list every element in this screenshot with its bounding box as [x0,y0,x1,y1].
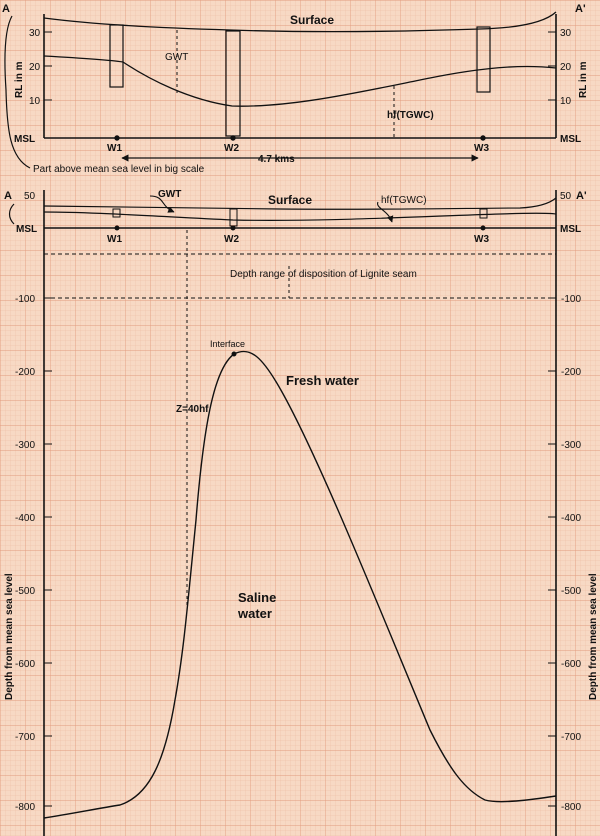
main-hf-pointer [377,201,394,223]
main-top-tick-left: 50 [24,191,36,202]
main-msl-label-right: MSL [560,224,581,235]
top-msl-label-left: MSL [14,134,35,145]
main-corner-left-label: A [4,190,12,202]
main-top-tick-right: 50 [560,191,572,202]
top-left-tick-label-10: 10 [29,96,41,107]
depth-tick-right-600: -600 [561,659,581,670]
top-well-w2-marker [230,135,236,141]
main-axis-label-right: Depth from mean sea level [588,573,599,700]
top-well-w3-casing [476,26,491,93]
depth-tick-right-300: -300 [561,440,581,451]
main-well-w3-marker [480,225,486,231]
depth-tick-left-300: -300 [15,440,35,451]
main-scale-brace [8,203,15,225]
depth-tick-left-100: -100 [15,294,35,305]
z-depth-label: Z=40hf [176,404,209,415]
top-well-w1-label: W1 [107,143,122,154]
main-well-w1-label: W1 [107,234,122,245]
top-right-tick-label-10: 10 [560,96,572,107]
top-scale-brace [4,15,31,169]
main-axis-label-left: Depth from mean sea level [4,573,15,700]
main-well-w1-marker [114,225,120,231]
depth-tick-right-800: -800 [561,802,581,813]
main-well-w3-casing [479,208,488,219]
top-gwt-line [43,55,557,107]
lignite-seam-label: Depth range of disposition of Lignite se… [230,269,417,280]
main-gwt-label: GWT [158,189,181,200]
depth-tick-left-600: -600 [15,659,35,670]
depth-tick-left-200: -200 [15,367,35,378]
fresh-water-label: Fresh water [286,373,359,388]
top-distance-label: 4.7 kms [258,154,295,165]
depth-tick-left-400: -400 [15,513,35,524]
main-hf-label: hf(TGWC) [381,195,427,206]
top-well-w3-label: W3 [474,143,489,154]
main-well-w1-casing [112,208,121,218]
top-left-tick-label-30: 30 [29,28,41,39]
main-well-w2-label: W2 [224,234,239,245]
saline-water-label-line2: water [237,606,272,621]
depth-tick-left-700: -700 [15,732,35,743]
depth-tick-left-500: -500 [15,586,35,597]
top-well-w1-marker [114,135,120,141]
top-gwt-label: GWT [165,52,188,63]
top-surface-label: Surface [290,13,334,27]
main-surface-line [43,197,557,210]
depth-tick-right-400: -400 [561,513,581,524]
depth-ticks [44,297,556,807]
top-axis-label-right: RL in m [578,61,589,98]
top-corner-left-label: A [2,3,10,15]
main-gwt-line [43,211,557,221]
top-panel [4,11,557,169]
top-well-w1-casing [109,24,124,88]
top-right-tick-label-20: 20 [560,62,572,73]
top-axis-label-left: RL in m [14,61,25,98]
interface-apex-marker [231,351,237,357]
top-well-w3-marker [480,135,486,141]
saline-water-label-line1: Saline [238,590,276,605]
main-well-w3-label: W3 [474,234,489,245]
top-well-w2-label: W2 [224,143,239,154]
depth-tick-left-800: -800 [15,802,35,813]
top-left-tick-label-20: 20 [29,62,41,73]
top-hf-label: hf(TGWC) [387,110,434,121]
top-corner-right-label: A' [575,3,586,15]
main-well-w2-marker [230,225,236,231]
main-corner-right-label: A' [576,190,587,202]
depth-tick-right-200: -200 [561,367,581,378]
main-panel [8,190,557,836]
main-msl-label-left: MSL [16,224,37,235]
top-right-tick-label-30: 30 [560,28,572,39]
depth-tick-right-500: -500 [561,586,581,597]
top-msl-label-right: MSL [560,134,581,145]
depth-tick-right-100: -100 [561,294,581,305]
top-scale-note: Part above mean sea level in big scale [33,164,205,175]
depth-tick-right-700: -700 [561,732,581,743]
interface-label: Interface [210,339,245,349]
main-gwt-pointer [149,195,175,213]
main-surface-label: Surface [268,193,312,207]
